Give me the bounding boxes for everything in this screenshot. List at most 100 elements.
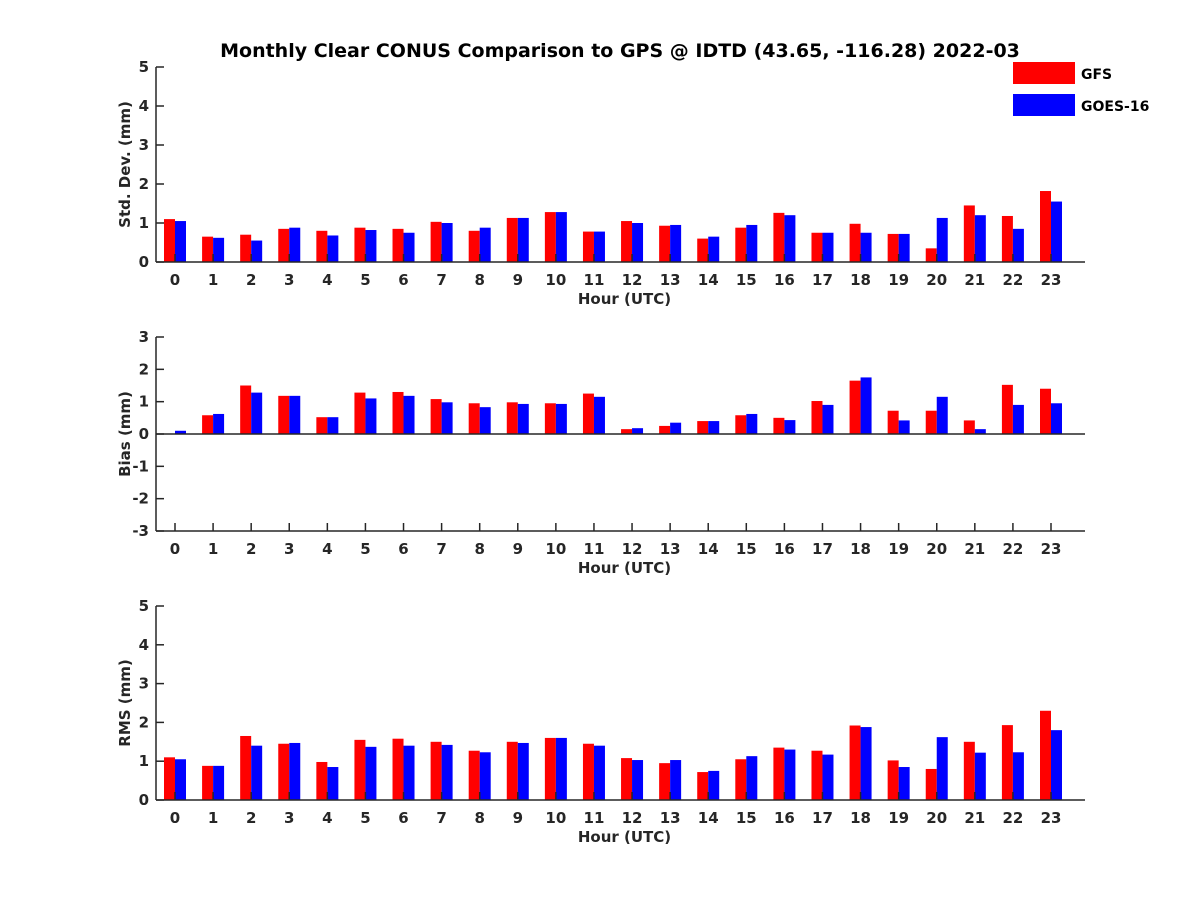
bar-gfs-hour-15 [735, 415, 747, 434]
bar-goes16-hour-18 [860, 232, 872, 262]
x-tick-label: 4 [322, 271, 332, 289]
bar-goes16-hour-22 [1012, 228, 1024, 262]
bar-goes16-hour-23 [1051, 730, 1062, 800]
bar-goes16-hour-15 [746, 413, 758, 434]
bar-gfs-hour-0 [164, 757, 175, 800]
bar-goes16-hour-0 [175, 759, 186, 800]
bar-gfs-hour-14 [697, 238, 709, 262]
bar-gfs-hour-0 [164, 219, 175, 262]
x-tick-label: 4 [322, 540, 332, 558]
bar-goes16-hour-22 [1012, 404, 1024, 434]
bar-gfs-hour-9 [506, 217, 518, 262]
x-tick-label: 2 [246, 809, 256, 827]
bar-goes16-hour-2 [251, 392, 263, 434]
y-tick-label: 2 [139, 175, 149, 193]
x-tick-label: 11 [584, 809, 605, 827]
bar-goes16-hour-20 [936, 217, 948, 262]
bar-goes16-hour-3 [289, 227, 301, 262]
x-tick-label: 2 [246, 540, 256, 558]
bar-goes16-hour-13 [670, 224, 682, 262]
bar-gfs-hour-12 [621, 429, 633, 434]
bar-gfs-hour-14 [697, 421, 709, 434]
x-tick-label: 8 [474, 271, 484, 289]
x-tick-label: 0 [170, 809, 180, 827]
x-tick-label: 3 [284, 809, 294, 827]
bar-goes16-hour-5 [365, 398, 377, 434]
x-tick-label: 5 [360, 271, 370, 289]
bar-goes16-hour-13 [670, 760, 682, 800]
x-tick-label: 2 [246, 271, 256, 289]
bar-gfs-hour-22 [1001, 725, 1013, 800]
legend-label-goes16: GOES-16 [1081, 99, 1149, 115]
bar-goes16-hour-14 [708, 236, 720, 262]
bar-gfs-hour-16 [773, 212, 785, 262]
x-tick-label: 23 [1041, 809, 1062, 827]
x-tick-label: 12 [622, 540, 643, 558]
bar-goes16-hour-20 [936, 737, 948, 800]
bar-gfs-hour-10 [544, 737, 556, 800]
bar-gfs-hour-8 [468, 230, 480, 262]
bar-gfs-hour-15 [735, 227, 747, 262]
bar-goes16-hour-3 [289, 395, 301, 434]
bar-goes16-hour-5 [365, 746, 377, 800]
bar-gfs-hour-20 [925, 410, 937, 434]
x-axis-label: Hour (UTC) [578, 828, 671, 846]
x-tick-label: 19 [888, 271, 909, 289]
bar-gfs-hour-10 [544, 403, 556, 434]
bar-gfs-hour-5 [354, 739, 366, 800]
bar-goes16-hour-13 [670, 422, 682, 434]
bar-gfs-hour-4 [316, 230, 328, 262]
x-tick-label: 20 [926, 540, 947, 558]
bar-gfs-hour-9 [506, 402, 518, 434]
bar-goes16-hour-21 [974, 752, 986, 800]
bar-gfs-hour-6 [392, 738, 404, 800]
y-tick-label: 5 [139, 58, 149, 76]
bar-goes16-hour-7 [441, 223, 453, 262]
bar-gfs-hour-11 [582, 393, 594, 434]
bar-gfs-hour-4 [316, 417, 328, 434]
bar-gfs-hour-23 [1040, 191, 1051, 262]
bar-gfs-hour-21 [963, 420, 975, 434]
legend-swatch-gfs [1013, 62, 1075, 84]
bar-goes16-hour-7 [441, 402, 453, 434]
y-tick-label: -2 [132, 490, 149, 508]
x-tick-label: 22 [1002, 271, 1023, 289]
bar-goes16-hour-9 [517, 742, 529, 800]
x-tick-label: 17 [812, 271, 833, 289]
x-tick-label: 6 [398, 271, 408, 289]
y-axis-label: RMS (mm) [116, 659, 134, 746]
x-tick-label: 10 [545, 809, 566, 827]
x-tick-label: 16 [774, 809, 795, 827]
y-tick-label: 3 [139, 328, 149, 346]
x-tick-label: 20 [926, 809, 947, 827]
bar-gfs-hour-8 [468, 403, 480, 434]
y-tick-label: 1 [139, 214, 149, 232]
x-tick-label: 3 [284, 271, 294, 289]
x-tick-label: 18 [850, 271, 871, 289]
bar-goes16-hour-11 [593, 231, 605, 262]
bar-gfs-hour-11 [582, 743, 594, 800]
bar-goes16-hour-14 [708, 770, 720, 800]
bar-gfs-hour-18 [849, 725, 861, 800]
y-tick-label: 4 [139, 97, 149, 115]
x-tick-label: 18 [850, 809, 871, 827]
bar-gfs-hour-17 [811, 401, 823, 434]
legend-label-gfs: GFS [1081, 67, 1112, 83]
x-tick-label: 21 [964, 271, 985, 289]
bar-goes16-hour-9 [517, 217, 529, 262]
bar-goes16-hour-18 [860, 727, 872, 800]
bar-gfs-hour-5 [354, 227, 366, 262]
bar-gfs-hour-16 [773, 747, 785, 800]
x-tick-label: 14 [698, 540, 719, 558]
x-tick-label: 17 [812, 809, 833, 827]
bar-goes16-hour-16 [784, 420, 796, 434]
bar-goes16-hour-8 [479, 407, 491, 434]
x-tick-label: 8 [474, 540, 484, 558]
x-tick-label: 9 [513, 809, 523, 827]
bar-goes16-hour-12 [632, 223, 644, 262]
y-tick-label: 0 [139, 253, 149, 271]
x-tick-label: 23 [1041, 271, 1062, 289]
bar-goes16-hour-8 [479, 752, 491, 800]
x-tick-label: 11 [584, 271, 605, 289]
